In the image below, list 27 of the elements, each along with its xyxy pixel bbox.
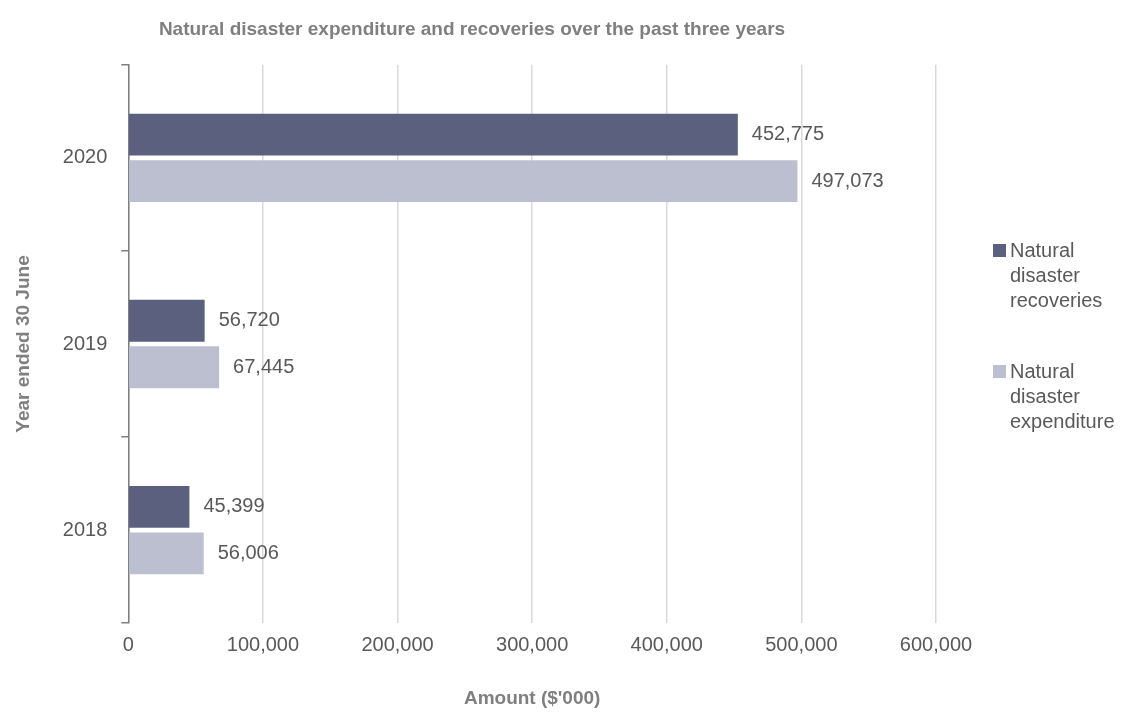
legend-label: Natural disaster expenditure <box>1010 359 1116 434</box>
bar <box>129 485 190 528</box>
bar <box>129 532 204 575</box>
legend-label: Natural disaster recoveries <box>1010 238 1104 313</box>
y-tick-label: 2019 <box>62 331 108 354</box>
x-axis-title: Amount ($'000) <box>463 686 601 708</box>
chart-title: Natural disaster expenditure and recoveries over the past three years <box>158 17 786 39</box>
y-tick-label: 2018 <box>62 517 108 540</box>
bar <box>129 299 205 342</box>
bar <box>129 160 798 203</box>
x-tick-label: 0 <box>122 632 134 655</box>
y-tick-label: 2020 <box>62 145 108 168</box>
data-label: 452,775 <box>751 122 825 145</box>
y-axis-title: Year ended 30 June <box>11 255 33 433</box>
data-label: 56,720 <box>218 308 280 331</box>
x-tick-label: 600,000 <box>899 632 973 655</box>
x-tick-label: 400,000 <box>630 632 703 655</box>
data-label: 67,445 <box>233 354 295 377</box>
data-label: 497,073 <box>811 168 884 191</box>
x-tick-label: 300,000 <box>496 632 569 655</box>
bar <box>129 113 738 156</box>
x-tick-label: 200,000 <box>361 632 434 655</box>
x-tick-label: 100,000 <box>226 632 300 655</box>
data-label: 45,399 <box>203 494 265 517</box>
x-tick-label: 500,000 <box>765 632 838 655</box>
bar <box>129 346 220 389</box>
data-label: 56,006 <box>217 540 279 563</box>
